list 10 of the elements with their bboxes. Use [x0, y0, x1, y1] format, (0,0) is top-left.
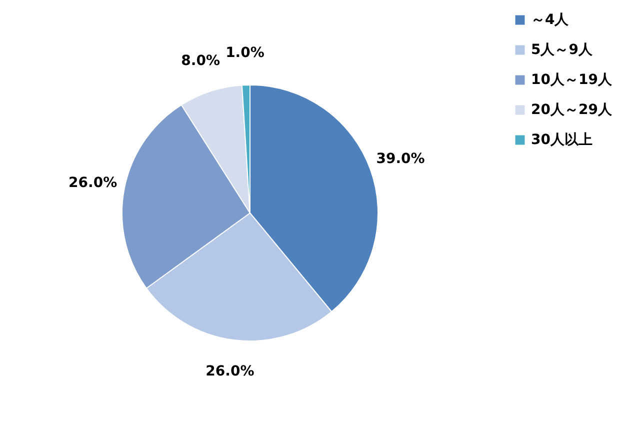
legend-label: 30人以上	[531, 132, 592, 148]
data-label: 1.0%	[226, 45, 264, 62]
legend-label: 20人～29人	[531, 102, 613, 118]
data-label: 26.0%	[206, 364, 254, 380]
data-label: 39.0%	[376, 150, 425, 167]
data-label: 8.0%	[181, 52, 220, 69]
legend-label: ～4人	[531, 12, 570, 28]
legend-label: 5人～9人	[531, 42, 594, 58]
legend-label: 10人～19人	[531, 72, 613, 88]
data-label: 26.0%	[68, 175, 118, 192]
